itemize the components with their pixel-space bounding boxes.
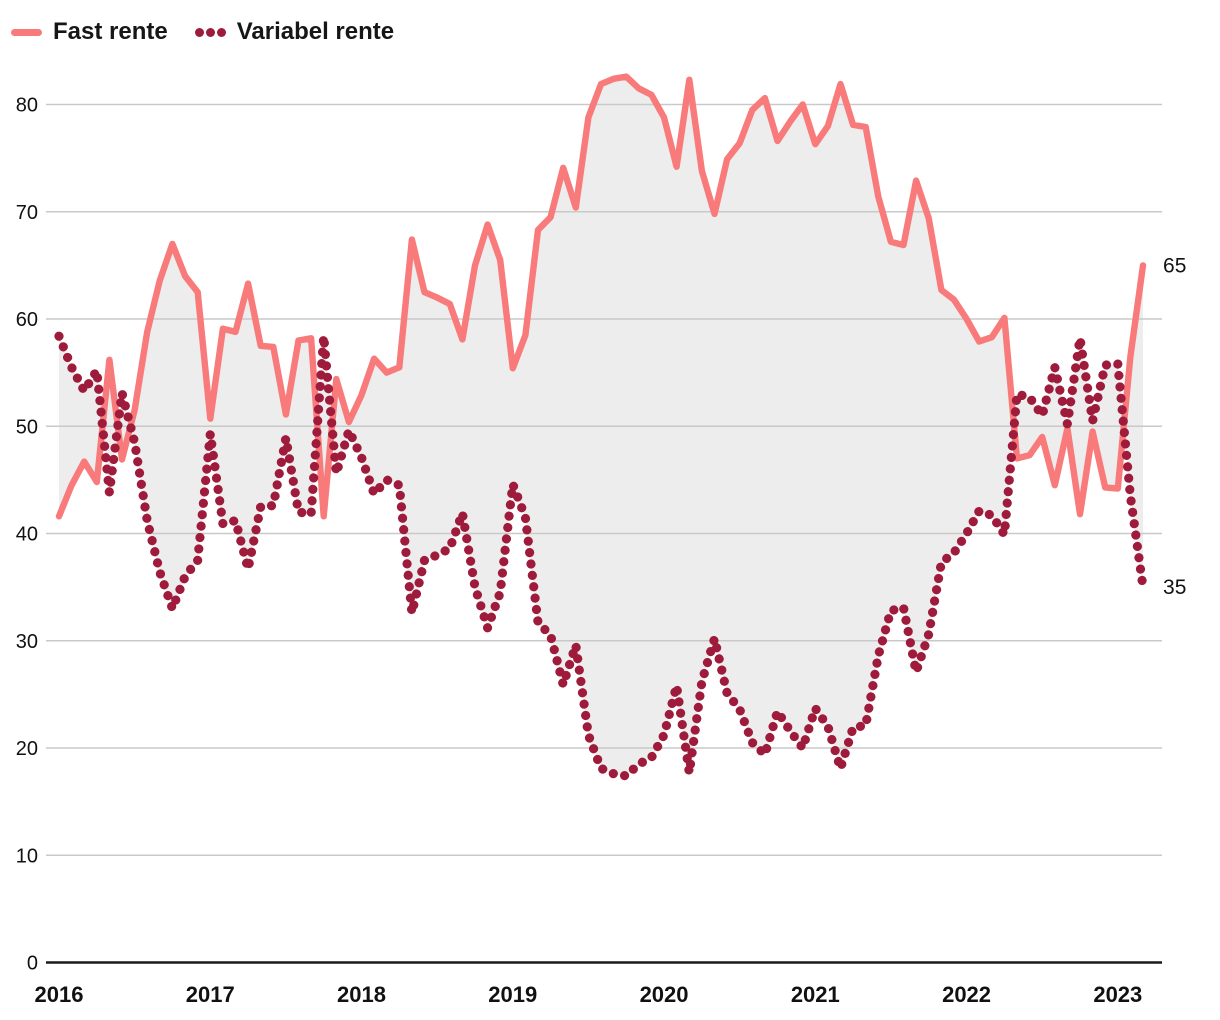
end-label-variabel-rente: 35 [1163,576,1186,599]
y-tick-label: 0 [27,953,38,975]
x-tick-label: 2016 [35,982,84,1007]
variabel-rente-line [54,331,1148,781]
legend-item-fast-rente: Fast rente [11,18,168,46]
y-tick-label: 30 [16,631,38,653]
y-tick-label: 60 [16,309,38,331]
y-tick-label: 70 [16,202,38,224]
x-tick-label: 2017 [186,982,235,1007]
y-tick-label: 50 [16,416,38,438]
fast-rente-line [55,73,1147,520]
y-tick-label: 40 [16,524,38,546]
end-label-fast-rente: 65 [1163,254,1186,277]
x-tick-label: 2023 [1093,982,1142,1007]
y-tick-label: 10 [16,845,38,867]
x-axis-labels: 2016 2017 2018 2019 2020 2021 2022 2023 [35,982,1143,1007]
gridlines [46,103,1162,964]
y-axis-labels: 0 10 20 30 40 50 60 70 80 [16,95,38,975]
dash-icon [11,28,42,36]
legend-item-variabel-rente: Variabel rente [194,18,395,46]
x-tick-label: 2020 [640,982,689,1007]
x-tick-label: 2018 [337,982,386,1007]
x-tick-label: 2019 [488,982,537,1007]
y-tick-label: 20 [16,738,38,760]
legend-label-variabel-rente: Variabel rente [236,18,395,45]
x-tick-label: 2021 [791,982,840,1007]
x-tick-label: 2022 [942,982,991,1007]
y-tick-label: 80 [16,95,38,117]
legend: Fast rente Variabel rente [11,18,394,46]
legend-label-fast-rente: Fast rente [53,18,168,45]
dots-icon [194,27,226,37]
